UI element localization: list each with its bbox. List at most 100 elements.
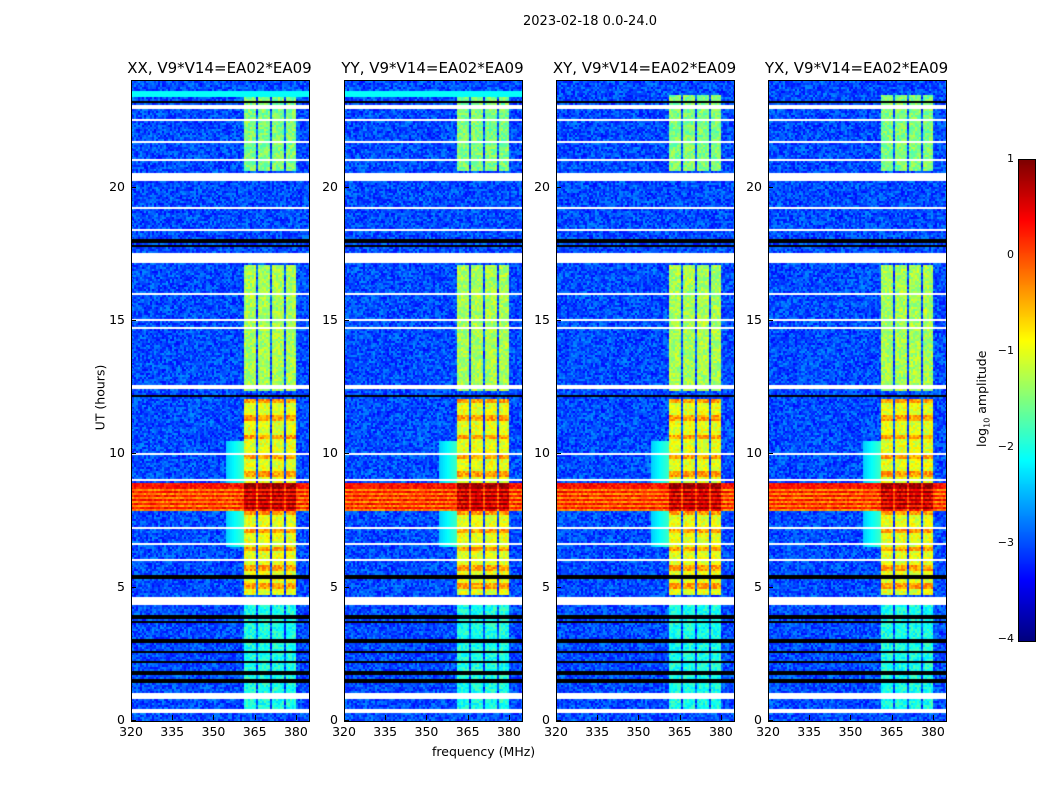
x-tick-mark <box>385 715 387 720</box>
x-axis-label: frequency (MHz) <box>432 744 536 759</box>
x-tick-label: 320 <box>544 724 568 739</box>
y-tick-mark <box>131 586 136 588</box>
colorbar-tick-label: 1 <box>1007 152 1014 165</box>
x-tick-mark <box>638 715 640 720</box>
x-tick-mark <box>809 715 811 720</box>
y-tick-label: 15 <box>534 312 550 327</box>
x-tick-label: 365 <box>667 724 692 739</box>
x-tick-label: 335 <box>585 724 610 739</box>
colorbar-tick-label: 0 <box>1007 248 1014 261</box>
x-tick-mark <box>295 715 297 720</box>
x-tick-mark <box>720 715 722 720</box>
x-tick-label: 320 <box>756 724 780 739</box>
x-tick-mark <box>556 715 557 720</box>
spectrogram-panel-yy <box>344 80 523 722</box>
y-tick-label: 0 <box>542 712 550 727</box>
y-tick-label: 10 <box>746 445 762 461</box>
y-tick-mark <box>768 320 773 321</box>
y-tick-mark <box>768 453 773 455</box>
y-tick-label: 0 <box>330 712 338 727</box>
y-tick-mark <box>344 320 349 321</box>
y-tick-mark <box>131 320 136 321</box>
y-tick-mark <box>556 720 561 721</box>
y-tick-mark <box>344 586 349 588</box>
spectrogram-panel-xx <box>131 80 310 722</box>
x-tick-label: 380 <box>283 724 308 739</box>
panel-title: XX, V9*V14=EA02*EA09 <box>127 59 312 77</box>
y-tick-mark <box>556 186 561 188</box>
x-tick-label: 380 <box>920 724 945 739</box>
colorbar-tick-label: −4 <box>997 632 1014 645</box>
y-tick-mark <box>344 186 349 188</box>
x-tick-label: 350 <box>838 724 863 739</box>
x-tick-label: 350 <box>626 724 651 739</box>
y-tick-label: 20 <box>322 178 338 194</box>
y-tick-label: 15 <box>109 312 125 327</box>
colorbar-label: log10 amplitude <box>974 346 992 451</box>
panel-title: YY, V9*V14=EA02*EA09 <box>341 59 524 77</box>
x-tick-label: 335 <box>160 724 185 739</box>
x-tick-mark <box>426 715 428 720</box>
y-tick-label: 5 <box>754 578 762 594</box>
x-tick-label: 320 <box>332 724 356 739</box>
spectrogram-panel-xy <box>556 80 735 722</box>
x-tick-label: 335 <box>797 724 822 739</box>
y-tick-label: 20 <box>109 178 125 194</box>
y-tick-label: 5 <box>330 578 338 594</box>
y-tick-label: 20 <box>746 178 762 194</box>
colorbar-label-sub: 10 <box>982 417 992 428</box>
x-tick-mark <box>597 715 599 720</box>
colorbar <box>1018 159 1036 642</box>
x-tick-label: 365 <box>879 724 904 739</box>
y-tick-mark <box>131 720 136 721</box>
x-tick-mark <box>932 715 934 720</box>
x-tick-mark <box>213 715 215 720</box>
x-tick-label: 350 <box>414 724 439 739</box>
colorbar-tick-label: −3 <box>997 536 1014 549</box>
x-tick-mark <box>508 715 510 720</box>
y-tick-mark <box>131 186 136 188</box>
x-tick-mark <box>679 715 681 720</box>
y-tick-mark <box>768 586 773 588</box>
spectrogram-panel-yx <box>768 80 947 722</box>
y-tick-mark <box>768 720 773 721</box>
x-tick-mark <box>891 715 893 720</box>
y-tick-label: 5 <box>542 578 550 594</box>
x-tick-mark <box>344 715 345 720</box>
y-tick-label: 10 <box>534 445 550 461</box>
x-tick-label: 320 <box>119 724 143 739</box>
y-tick-label: 0 <box>754 712 762 727</box>
x-tick-label: 380 <box>708 724 733 739</box>
y-tick-mark <box>768 186 773 188</box>
y-tick-mark <box>344 453 349 455</box>
colorbar-label-main: log <box>973 427 989 447</box>
x-tick-label: 380 <box>496 724 521 739</box>
x-tick-mark <box>254 715 256 720</box>
y-tick-label: 15 <box>746 312 762 327</box>
panel-title: YX, V9*V14=EA02*EA09 <box>764 59 949 77</box>
x-tick-mark <box>131 715 132 720</box>
x-tick-mark <box>850 715 852 720</box>
x-tick-mark <box>467 715 469 720</box>
x-tick-label: 365 <box>455 724 480 739</box>
y-tick-label: 20 <box>534 178 550 194</box>
y-tick-mark <box>131 453 136 455</box>
y-tick-label: 10 <box>109 445 125 461</box>
y-tick-label: 0 <box>117 712 125 727</box>
x-tick-mark <box>768 715 769 720</box>
colorbar-label-rest: amplitude <box>973 350 989 418</box>
x-tick-label: 350 <box>201 724 226 739</box>
x-tick-label: 335 <box>373 724 398 739</box>
colorbar-tick-label: −2 <box>997 440 1014 453</box>
y-tick-label: 15 <box>322 312 338 327</box>
colorbar-tick-label: −1 <box>997 344 1014 357</box>
y-tick-label: 5 <box>117 578 125 594</box>
y-tick-mark <box>344 720 349 721</box>
y-tick-label: 10 <box>322 445 338 461</box>
x-tick-label: 365 <box>242 724 267 739</box>
y-tick-mark <box>556 453 561 455</box>
panel-title: XY, V9*V14=EA02*EA09 <box>552 59 737 77</box>
y-tick-mark <box>556 320 561 321</box>
x-tick-mark <box>172 715 174 720</box>
y-axis-label: UT (hours) <box>92 364 108 431</box>
